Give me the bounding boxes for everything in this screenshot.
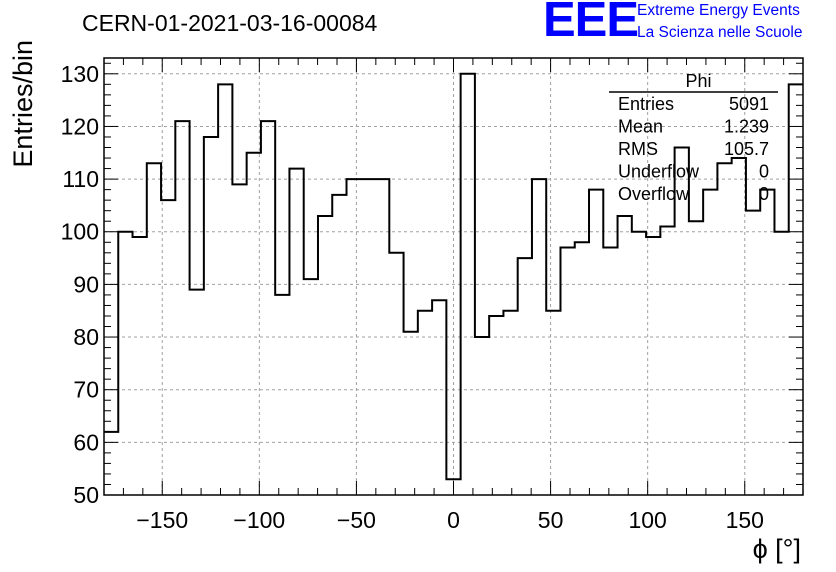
grid-lines	[104, 58, 803, 495]
stats-row-value: 0	[759, 162, 769, 182]
stats-title: Phi	[685, 71, 711, 91]
y-tick-label: 80	[73, 324, 99, 350]
logo-subtitle-line-1: Extreme Energy Events	[637, 2, 800, 19]
histogram-series	[104, 72, 803, 481]
y-tick-label: 120	[61, 113, 99, 139]
stats-row-value: 5091	[729, 94, 769, 114]
stats-row-label: Entries	[618, 94, 674, 114]
x-tick-label: 50	[538, 507, 564, 533]
stats-row-value: 105.7	[724, 139, 769, 159]
x-tick-label: −150	[136, 507, 188, 533]
stats-row-label: RMS	[618, 139, 658, 159]
stats-row-label: Mean	[618, 117, 663, 137]
y-tick-label: 110	[62, 166, 99, 192]
eee-logo: EEE	[543, 0, 639, 47]
axis-ticks	[103, 58, 804, 496]
x-tick-label: 150	[726, 507, 764, 533]
y-axis-title: Entries/bin	[8, 40, 38, 168]
x-tick-label: −100	[233, 507, 285, 533]
stats-row-label: Underflow	[618, 162, 700, 182]
y-tick-label: 50	[73, 482, 99, 508]
x-tick-label: −50	[337, 507, 376, 533]
y-tick-label: 100	[61, 219, 99, 245]
x-tick-label: 0	[447, 507, 460, 533]
y-tick-label: 60	[73, 429, 99, 455]
stats-row-label: Overflow	[618, 184, 690, 204]
x-tick-label: 100	[628, 507, 666, 533]
histogram-line	[104, 72, 803, 481]
x-axis-title: ϕ [°]	[753, 534, 801, 564]
stats-row-value: 0	[759, 184, 769, 204]
stats-box: Phi Entries 5091 Mean 1.239 RMS 105.7 Underflow…	[609, 71, 778, 204]
y-tick-label: 70	[73, 377, 99, 403]
y-tick-label: 130	[61, 61, 99, 87]
logo-subtitle-line-2: La Scienza nelle Scuole	[637, 24, 803, 41]
stats-row-value: 1.239	[724, 117, 769, 137]
y-tick-label: 90	[73, 271, 99, 297]
axis-tick-labels: −150 −100 −50 0 50 100 150 50 60 70 80 90 100 110 120 1…	[61, 61, 764, 533]
run-title: CERN-01-2021-03-16-00084	[82, 10, 378, 36]
